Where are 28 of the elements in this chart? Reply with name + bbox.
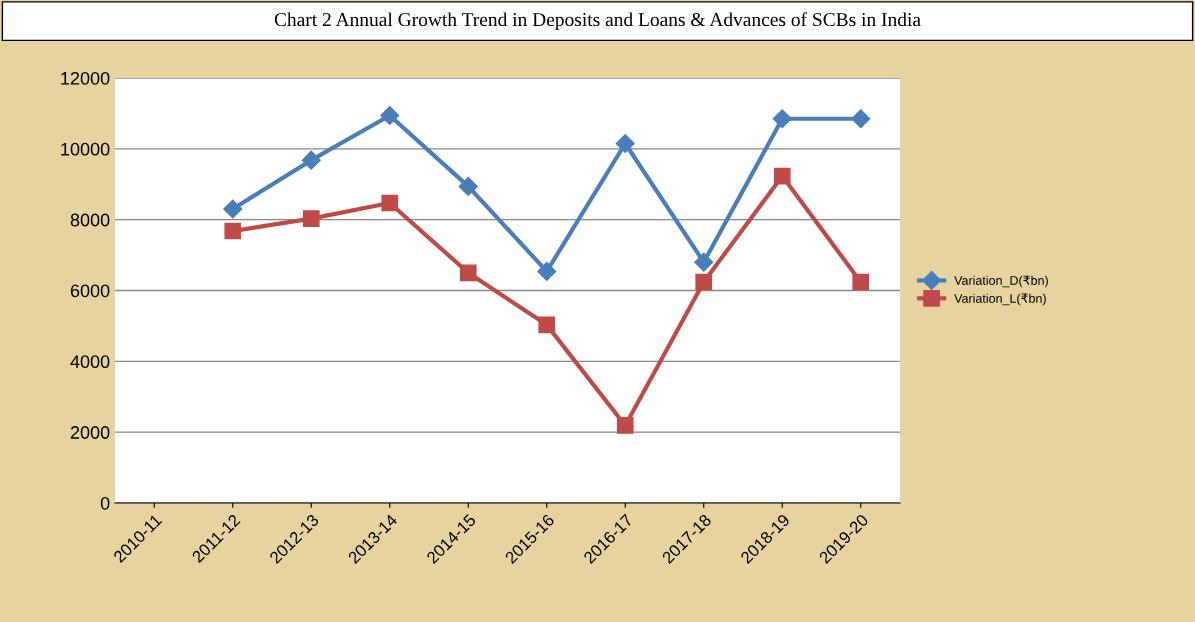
y-tick-label: 6000 xyxy=(70,284,110,298)
point xyxy=(852,273,870,291)
y-tick-label: 4000 xyxy=(70,355,110,369)
point xyxy=(537,261,557,281)
point xyxy=(616,417,634,434)
point xyxy=(459,264,477,282)
point xyxy=(615,133,635,154)
point xyxy=(224,222,242,240)
y-tick-label: 10000 xyxy=(61,142,110,156)
point xyxy=(380,106,400,126)
point xyxy=(695,273,713,291)
point xyxy=(301,150,321,170)
point xyxy=(458,176,478,196)
point xyxy=(538,316,556,334)
point xyxy=(851,109,871,129)
point xyxy=(381,194,399,212)
y-tick-label: 0 xyxy=(100,496,110,510)
point xyxy=(772,109,792,129)
point xyxy=(694,252,714,272)
y-tick-label: 12000 xyxy=(61,71,110,85)
legend-label: Variation_D(₹bn) xyxy=(954,275,1048,288)
y-tick-label: 8000 xyxy=(70,213,110,227)
y-tick-label: 2000 xyxy=(70,426,110,439)
chart-title: Chart 2 Annual Growth Trend in Deposits and Loans & Advances of SCBs in India xyxy=(274,12,921,31)
point xyxy=(223,199,243,219)
point xyxy=(302,210,320,227)
point xyxy=(773,167,791,185)
legend-label: Variation_L(₹bn) xyxy=(954,293,1046,306)
